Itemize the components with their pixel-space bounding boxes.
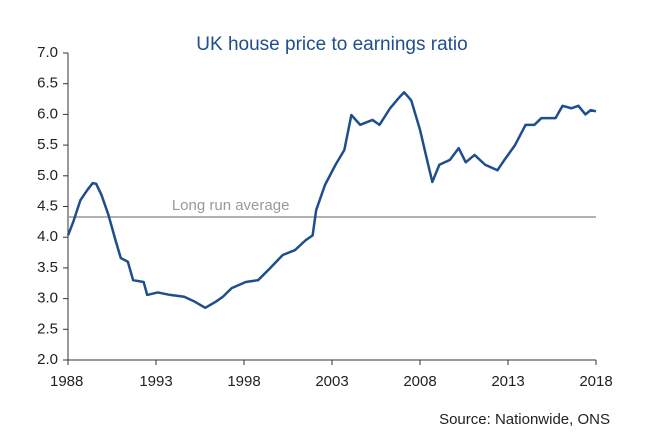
reference-label: Long run average — [172, 197, 290, 214]
y-tick-label: 5.0 — [37, 167, 58, 184]
y-tick-label: 5.5 — [37, 136, 58, 153]
x-tick-label: 1988 — [50, 373, 83, 390]
x-tick-label: 2003 — [315, 373, 348, 390]
y-tick-label: 3.5 — [37, 259, 58, 276]
chart-title: UK house price to earnings ratio — [196, 34, 467, 55]
y-tick-label: 2.5 — [37, 320, 58, 337]
x-tick-label: 2018 — [579, 373, 612, 390]
y-tick-label: 4.0 — [37, 228, 58, 245]
x-tick-label: 1998 — [227, 373, 260, 390]
y-tick-label: 3.0 — [37, 290, 58, 307]
source: Source: Nationwide, ONS — [439, 411, 610, 428]
line — [66, 91, 597, 310]
y-tick-label: 4.5 — [37, 197, 58, 214]
x-tick-label: 2013 — [491, 373, 524, 390]
x-tick-label: 2008 — [403, 373, 436, 390]
y-tick-label: 6.5 — [37, 75, 58, 92]
y-tick-label: 7.0 — [37, 44, 58, 61]
y-tick-label: 2.0 — [37, 351, 58, 368]
x-tick-label: 1993 — [139, 373, 172, 390]
y-tick-label: 6.0 — [37, 105, 58, 122]
